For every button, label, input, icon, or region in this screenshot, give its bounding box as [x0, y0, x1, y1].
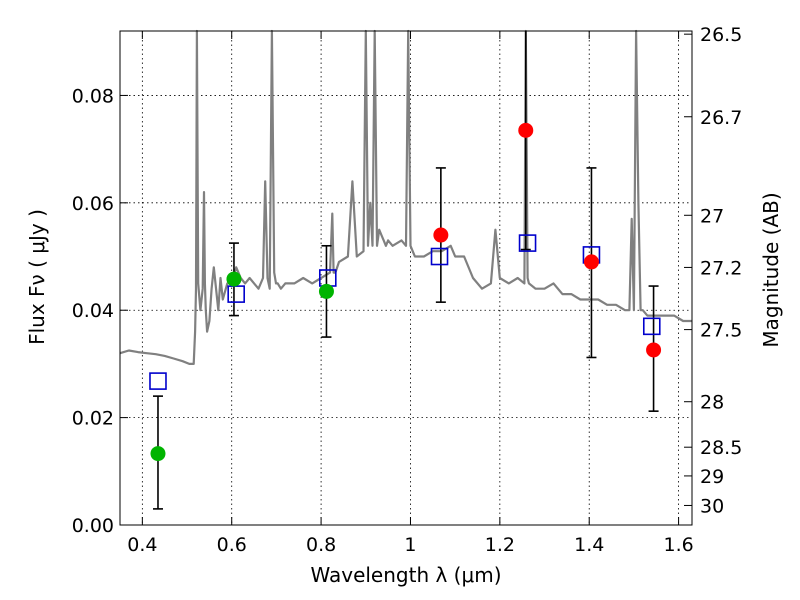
- right-tick-label: 26.7: [700, 107, 742, 129]
- green-data-point: [318, 283, 334, 299]
- model-photometry-square: [227, 285, 245, 303]
- spectrum-layer: [119, 29, 692, 365]
- x-tick-label: 1.2: [485, 534, 515, 556]
- right-tick-label: 27.2: [700, 257, 742, 279]
- x-tick-label: 1: [404, 534, 416, 556]
- x-axis-label: Wavelength λ (μm): [310, 563, 501, 587]
- model-photometry-square: [149, 372, 167, 390]
- x-tick-label: 1.6: [663, 534, 693, 556]
- error-bars: [152, 31, 659, 510]
- x-tick-label: 0.8: [306, 534, 336, 556]
- x-tick-label: 0.4: [127, 534, 157, 556]
- x-tick-label: 1.4: [574, 534, 604, 556]
- right-tick-label: 30: [700, 495, 724, 517]
- red-data-point: [646, 342, 662, 358]
- green-data-point: [150, 446, 166, 462]
- y-tick-label: 0.08: [72, 85, 114, 107]
- green-data-point: [226, 271, 242, 287]
- plot-frame: [119, 30, 693, 526]
- y-axis-ticks: 0.00 0.02 0.04 0.06 0.08: [72, 85, 128, 537]
- y-tick-label: 0.02: [72, 408, 114, 430]
- model-photometry-square: [518, 234, 537, 252]
- right-tick-label: 28.5: [700, 437, 742, 459]
- y-tick-label: 0.00: [72, 515, 114, 537]
- right-tick-label: 26.5: [700, 24, 742, 46]
- model-photometry-square: [430, 247, 449, 266]
- right-tick-label: 29: [700, 466, 724, 488]
- x-axis-ticks: 0.4 0.6 0.8 1 1.2 1.4 1.6: [127, 31, 694, 556]
- model-spectrum-line: [119, 29, 692, 365]
- right-axis-ticks: 26.5 26.7 27 27.2 27.5 28 28.5 29 30: [684, 24, 742, 517]
- red-data-point: [433, 227, 449, 243]
- y-tick-label: 0.04: [72, 300, 114, 322]
- right-tick-label: 27: [700, 205, 724, 227]
- y-tick-label: 0.06: [72, 193, 114, 215]
- right-tick-label: 28: [700, 392, 724, 414]
- model-photometry-square: [642, 317, 661, 336]
- red-data-point: [518, 122, 534, 138]
- y-axis-label: Flux Fν ( μJy ): [25, 209, 49, 345]
- red-data-point: [583, 254, 599, 270]
- data-markers: [149, 122, 662, 462]
- right-axis-label: Magnitude (AB): [759, 192, 783, 347]
- right-tick-label: 27.5: [700, 320, 742, 342]
- x-tick-label: 0.6: [217, 534, 247, 556]
